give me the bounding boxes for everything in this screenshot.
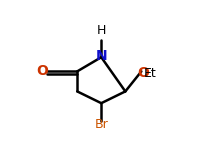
Text: O: O — [137, 66, 149, 80]
Text: N: N — [95, 49, 107, 63]
Text: O: O — [36, 64, 48, 78]
Text: Et: Et — [143, 67, 156, 80]
Text: H: H — [96, 24, 105, 37]
Text: Br: Br — [94, 118, 108, 131]
